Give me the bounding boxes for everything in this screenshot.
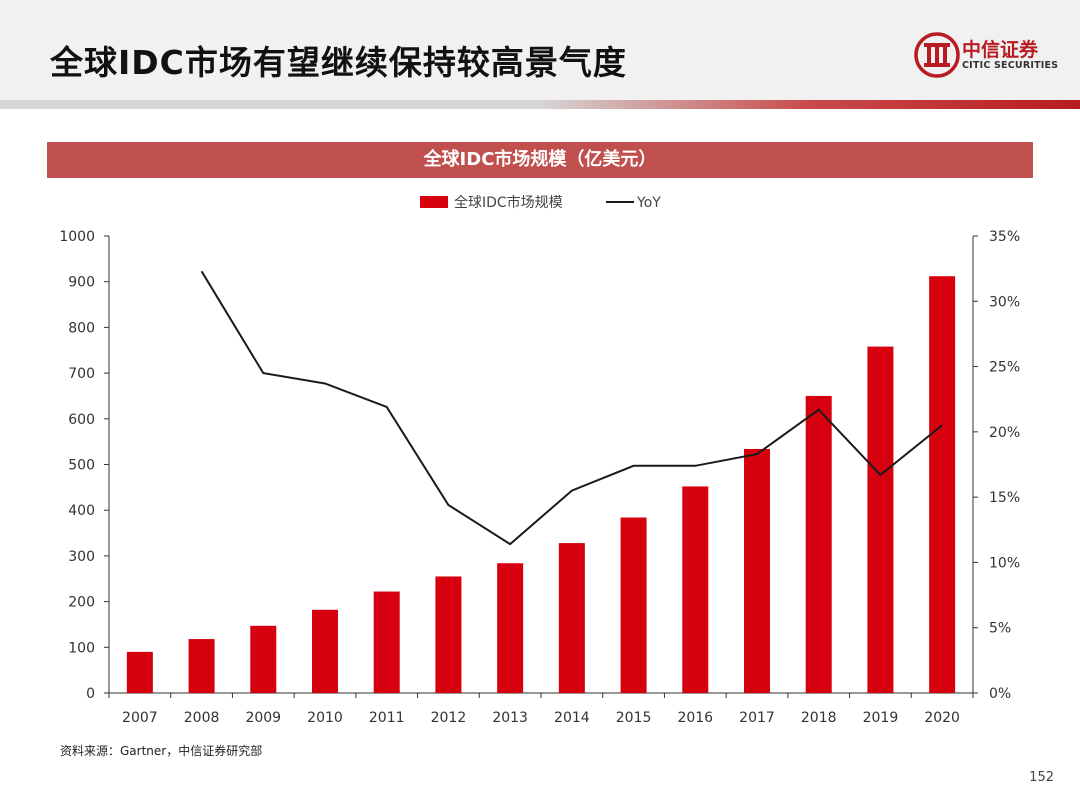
bar-market-size-2010 (312, 609, 338, 693)
x-tick-label: 2011 (369, 710, 405, 726)
left-tick-label: 300 (68, 549, 95, 565)
logo-english-name: CITIC SECURITIES (962, 60, 1059, 71)
x-tick-label: 2019 (863, 710, 899, 726)
left-tick-label: 500 (68, 458, 95, 474)
right-tick-label: 0% (989, 686, 1011, 702)
right-tick-label: 15% (989, 490, 1020, 506)
left-tick-label: 400 (68, 503, 95, 519)
yoy-line (200, 270, 943, 546)
left-tick-label: 200 (68, 595, 95, 611)
page-title: 全球IDC市场有望继续保持较高景气度 (50, 43, 627, 82)
left-tick-label: 900 (68, 275, 95, 291)
right-tick-label: 10% (989, 555, 1020, 571)
x-tick-label: 2020 (924, 710, 960, 726)
x-tick-label: 2016 (677, 710, 713, 726)
source-note: 资料来源：Gartner，中信证券研究部 (60, 744, 263, 758)
logo-chinese-name: 中信证券 (962, 39, 1039, 61)
left-tick-label: 800 (68, 320, 95, 336)
right-tick-label: 5% (989, 621, 1011, 637)
x-tick-label: 2017 (739, 710, 775, 726)
right-tick-label: 25% (989, 360, 1020, 376)
legend-line-label: YoY (636, 195, 661, 211)
left-tick-label: 600 (68, 412, 95, 428)
bar-market-size-2018 (805, 395, 832, 693)
bar-market-size-2017 (744, 448, 770, 693)
x-tick-label: 2010 (307, 710, 343, 726)
right-tick-label: 30% (989, 294, 1020, 310)
left-tick-label: 700 (68, 366, 95, 382)
combo-chart: 0 100 200 300 400 500 600 700 800 900 1000 0% 5% 10% 1… (59, 194, 1020, 726)
bar-market-size-2009 (250, 625, 277, 693)
bar-market-size-2007 (126, 651, 153, 693)
legend-bar-swatch (420, 196, 448, 208)
x-tick-label: 2018 (801, 710, 837, 726)
x-tick-label: 2015 (616, 710, 652, 726)
x-tick-label: 2012 (431, 710, 467, 726)
bar-market-size-2014 (558, 543, 585, 693)
legend-bar-label: 全球IDC市场规模 (454, 194, 563, 211)
chart-title: 全球IDC市场规模（亿美元） (47, 142, 1033, 178)
left-tick-label: 1000 (59, 229, 95, 245)
left-tick-label: 100 (68, 640, 95, 656)
bar-market-size-2012 (435, 576, 462, 693)
citic-logo-icon (914, 32, 960, 78)
x-tick-label: 2008 (184, 710, 220, 726)
bar-market-size-2015 (620, 517, 647, 693)
header-divider (0, 100, 1080, 109)
header-band: 全球IDC市场有望继续保持较高景气度 中信证券 CITIC SECURITIES (0, 0, 1080, 104)
bar-market-size-2019 (867, 346, 894, 693)
bar-market-size-2011 (373, 591, 400, 693)
x-tick-label: 2009 (245, 710, 281, 726)
left-tick-label: 0 (86, 686, 95, 702)
x-tick-label: 2007 (122, 710, 158, 726)
citic-logo: 中信证券 CITIC SECURITIES (914, 32, 1064, 80)
right-tick-label: 35% (989, 229, 1020, 245)
bar-market-size-2020 (929, 276, 956, 693)
page-number: 152 (1029, 770, 1054, 785)
bar-market-size-2016 (682, 486, 709, 693)
bar-market-size-2013 (497, 563, 524, 693)
x-tick-label: 2014 (554, 710, 590, 726)
x-tick-label: 2013 (492, 710, 528, 726)
bar-market-size-2008 (188, 639, 215, 693)
right-tick-label: 20% (989, 425, 1020, 441)
